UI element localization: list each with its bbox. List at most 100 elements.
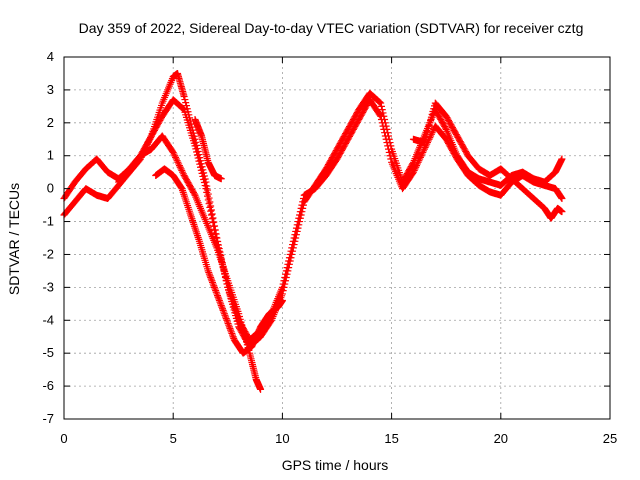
data-point [170,150,178,158]
data-point [424,137,432,145]
data-point [172,155,180,163]
data-point [172,153,180,161]
data-point [299,198,307,206]
data-point [380,125,388,133]
data-point [228,331,236,339]
data-point [420,145,428,153]
data-point [207,275,215,283]
data-point [229,333,237,341]
data-point [209,280,217,288]
data-point [292,227,300,235]
x-tick-label: 15 [384,431,398,446]
x-tick-label: 25 [603,431,617,446]
data-point [278,283,286,291]
data-point [199,172,207,180]
data-point [197,163,204,171]
data-point [200,179,208,187]
data-point [147,134,155,142]
x-tick-label: 0 [60,431,67,446]
data-point [217,300,225,308]
data-point [298,201,306,209]
data-point [376,98,384,106]
data-point [194,154,202,162]
data-point [420,147,428,155]
data-point [286,250,294,258]
data-point [191,142,199,150]
data-point [292,224,300,232]
data-point [285,254,293,262]
data-point [377,102,385,110]
data-point [190,190,198,198]
data-point [225,321,233,329]
data-point [222,313,230,321]
data-point [174,158,182,166]
data-point [381,132,389,140]
data-point [419,148,427,156]
data-point [204,267,212,275]
x-tick-labels: 0 5 10 15 20 25 [60,431,617,446]
y-tick-label: -6 [42,378,54,393]
data-point [227,328,235,336]
data-point [558,155,566,163]
data-point [384,145,392,153]
data-point [220,308,228,316]
data-point [417,152,425,160]
y-tick-label: 1 [47,148,54,163]
data-point [176,163,184,171]
series-sat-4 [152,165,286,357]
data-point [207,273,215,281]
y-tick-label: 2 [47,115,54,130]
data-point [285,257,293,265]
plot-frame [63,56,611,420]
data-point [386,152,394,160]
data-point [209,218,217,226]
data-point [410,167,418,175]
data-point [223,318,231,326]
data-point [378,106,386,114]
data-point [196,160,204,168]
data-point [558,195,566,203]
data-point [175,162,183,170]
data-point [221,311,229,319]
data-point [284,260,292,268]
data-point [219,306,227,314]
data-point [206,203,214,211]
series-sat-2 [60,96,566,344]
data-point [375,98,383,106]
data-point [227,326,235,334]
data-point [204,192,212,200]
data-point [288,244,296,252]
x-tick-label: 10 [275,431,289,446]
x-tick-label: 20 [494,431,508,446]
data-point [289,237,297,245]
data-point [210,283,218,291]
data-point [212,287,220,295]
data-point [441,124,449,132]
data-point [210,222,218,230]
y-tick-label: -7 [42,411,54,426]
data-point [293,221,301,229]
data-point [414,158,422,166]
data-point [203,188,211,196]
data-point [377,99,385,107]
data-point [384,142,392,150]
data-point [422,142,430,150]
data-point [177,165,185,173]
y-tick-label: -2 [42,246,54,261]
data-point [279,280,287,288]
data-point [296,211,304,219]
data-point [290,234,298,242]
data-point [418,150,426,158]
data-point [205,269,213,277]
data-point [421,144,429,151]
data-point [193,148,201,156]
data-point [202,185,210,193]
data-point [217,175,225,183]
data-point [218,305,226,313]
data-point [379,122,387,130]
data-point [218,303,226,311]
y-tick-label: -5 [42,345,54,360]
data-point [193,151,201,159]
data-point [381,129,389,137]
data-point [181,96,189,104]
